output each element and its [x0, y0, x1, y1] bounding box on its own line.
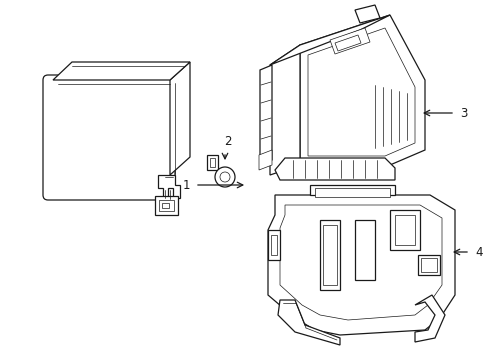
Polygon shape	[299, 15, 424, 165]
Polygon shape	[329, 28, 369, 54]
Polygon shape	[314, 188, 389, 197]
FancyBboxPatch shape	[43, 75, 175, 200]
Bar	[159, 200, 174, 211]
Polygon shape	[334, 35, 360, 51]
Text: 2: 2	[224, 135, 231, 148]
Polygon shape	[307, 28, 414, 156]
Polygon shape	[309, 185, 394, 195]
Polygon shape	[267, 230, 280, 260]
Polygon shape	[269, 15, 389, 65]
Bar	[209, 158, 215, 167]
Polygon shape	[206, 155, 218, 170]
Text: 3: 3	[459, 107, 467, 120]
Polygon shape	[260, 65, 271, 166]
Polygon shape	[269, 45, 299, 175]
Polygon shape	[389, 210, 419, 250]
Text: 4: 4	[474, 246, 482, 258]
Polygon shape	[417, 255, 439, 275]
Polygon shape	[280, 205, 441, 320]
Polygon shape	[354, 220, 374, 280]
Polygon shape	[259, 150, 271, 170]
Circle shape	[215, 167, 235, 187]
Polygon shape	[53, 62, 190, 80]
Polygon shape	[394, 215, 414, 245]
Polygon shape	[414, 295, 444, 342]
Polygon shape	[278, 300, 339, 345]
Text: 1: 1	[182, 179, 190, 192]
Circle shape	[220, 172, 229, 182]
Polygon shape	[354, 5, 379, 23]
Polygon shape	[155, 196, 178, 215]
Polygon shape	[48, 80, 170, 195]
Polygon shape	[170, 62, 190, 175]
Polygon shape	[267, 195, 454, 335]
Polygon shape	[319, 220, 339, 290]
Polygon shape	[420, 258, 436, 272]
Polygon shape	[158, 175, 180, 200]
Bar	[270, 235, 276, 255]
Polygon shape	[323, 225, 336, 285]
Polygon shape	[274, 158, 394, 180]
Bar	[162, 203, 169, 208]
